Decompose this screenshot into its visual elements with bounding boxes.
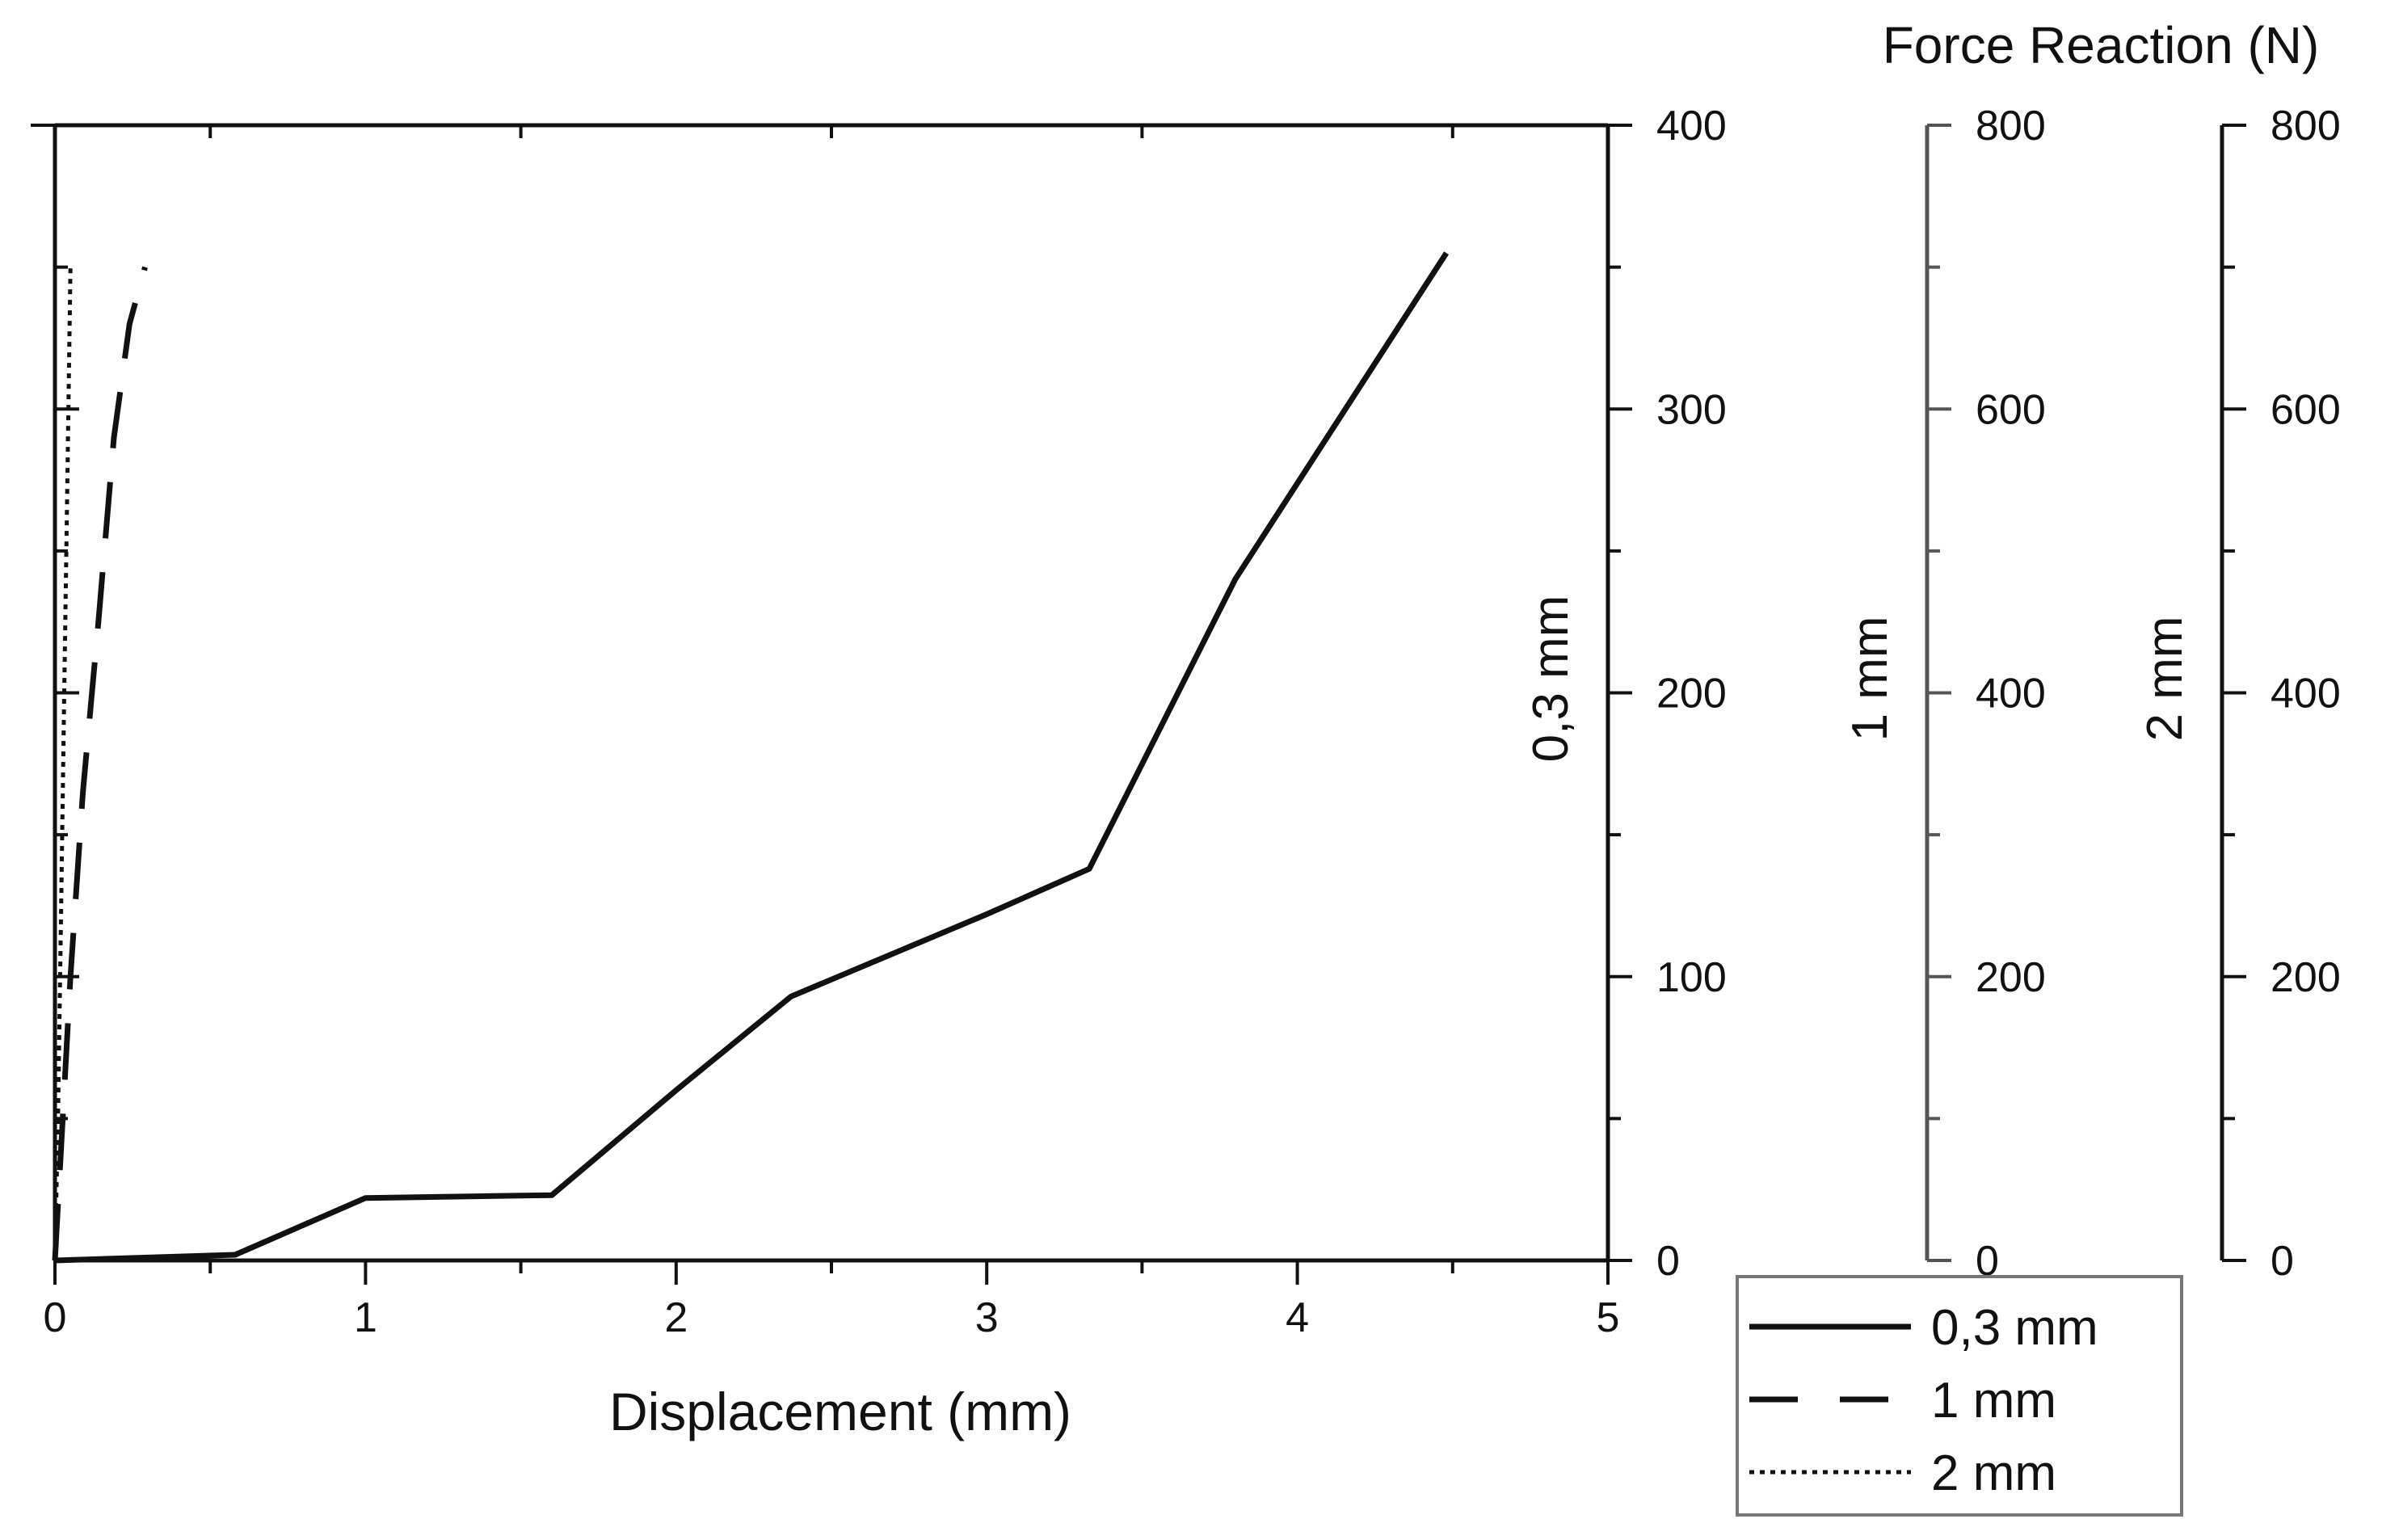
y-tick-label-y3: 400: [2270, 671, 2341, 717]
series-line: [54, 251, 1450, 1264]
y-tick-label-y1: 400: [1656, 103, 1727, 149]
y-tick-label-y3: 800: [2270, 103, 2341, 149]
series-line: [52, 266, 148, 1261]
y-tick-label-y3: 600: [2270, 386, 2341, 433]
x-tick-label: 2: [664, 1294, 688, 1341]
y-axis-label-y2: 1 mm: [1842, 616, 1898, 742]
x-axis-label: Displacement (mm): [609, 1382, 1071, 1441]
x-tick-label: 0: [44, 1294, 67, 1341]
x-tick-label: 3: [975, 1294, 999, 1341]
y-axis-label-y3: 2 mm: [2137, 616, 2193, 742]
chart-title: Force Reaction (N): [1883, 16, 2320, 74]
y-tick-label-y1: 100: [1656, 954, 1727, 1001]
legend-label: 0,3 mm: [1931, 1300, 2098, 1356]
y-tick-label-y1: 0: [1656, 1238, 1680, 1285]
y-tick-label-y2: 600: [1976, 386, 2046, 433]
series-group: [52, 251, 1450, 1264]
y-tick-label-y2: 800: [1976, 103, 2046, 149]
series-line: [53, 267, 73, 1261]
y-tick-label-y3: 200: [2270, 954, 2341, 1001]
y-tick-label-y2: 200: [1976, 954, 2046, 1001]
y-tick-label-y1: 300: [1656, 386, 1727, 433]
y-tick-label-y3: 0: [2270, 1238, 2294, 1285]
legend: 0,3 mm 1 mm 2 mm: [1736, 1275, 2183, 1517]
legend-label: 1 mm: [1931, 1373, 2056, 1428]
legend-label: 2 mm: [1931, 1445, 2056, 1501]
y-tick-label-y1: 200: [1656, 671, 1727, 717]
x-tick-label: 4: [1286, 1294, 1309, 1341]
x-tick-label: 1: [354, 1294, 377, 1341]
x-tick-label: 5: [1597, 1294, 1620, 1341]
legend-box: [1736, 1275, 2183, 1517]
y-tick-label-y2: 400: [1976, 671, 2046, 717]
y-axis-label-y1: 0,3 mm: [1523, 595, 1579, 763]
